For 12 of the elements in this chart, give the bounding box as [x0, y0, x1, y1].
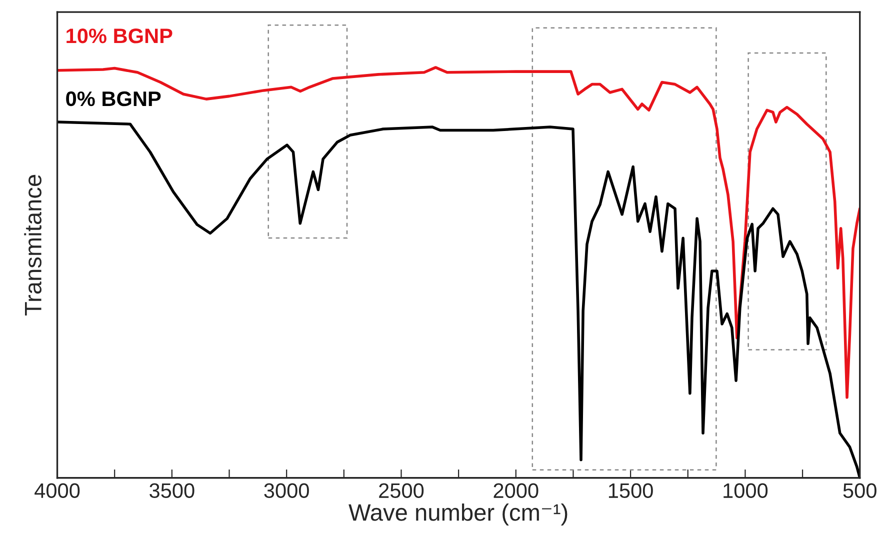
x-axis-title: Wave number (cm⁻¹): [348, 504, 568, 526]
x-tick-label: 3000: [264, 483, 309, 498]
x-tick-label: 1500: [608, 483, 653, 498]
x-tick-label: 1000: [724, 483, 768, 498]
x-tick-label: 500: [843, 483, 876, 498]
x-tick-label: 4000: [34, 483, 80, 498]
x-tick-label: 2500: [379, 483, 424, 498]
x-tick-label: 3500: [150, 483, 194, 498]
series-label: 0% BGNP: [66, 91, 161, 106]
x-tick-label: 2000: [494, 483, 538, 498]
y-axis-title: Transmitance: [24, 174, 42, 316]
series-label: 10% BGNP: [66, 28, 172, 44]
